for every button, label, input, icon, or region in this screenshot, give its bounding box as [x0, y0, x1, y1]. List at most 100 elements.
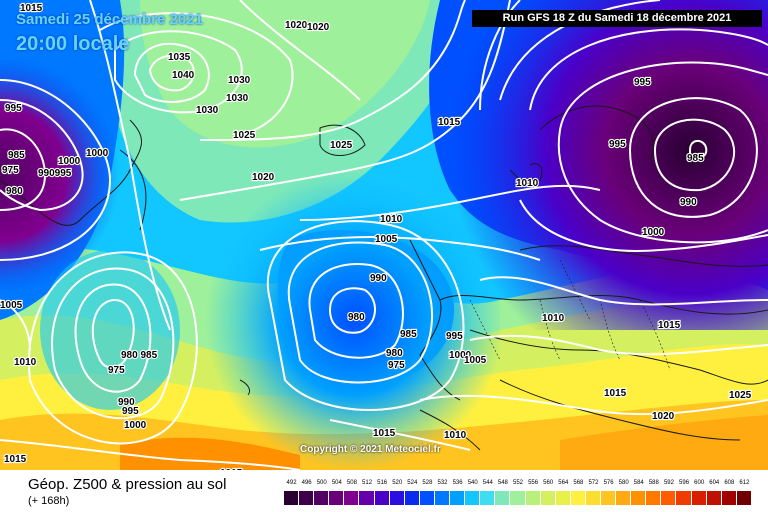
isobar-label: 980 985	[121, 350, 158, 361]
forecast-hour: (+ 168h)	[28, 495, 70, 507]
color-scale-labels: 492 496 500 504 508 512 516 520 524 528 532 536 540 5…	[284, 480, 752, 490]
isobar-label: 1015	[438, 117, 461, 128]
scale-label: 576	[603, 480, 614, 486]
scale-swatch	[721, 491, 737, 505]
forecast-time: 20:00 locale	[16, 33, 130, 55]
scale-swatch	[570, 491, 586, 505]
scale-swatch	[314, 491, 330, 505]
isobars	[0, 0, 768, 470]
isobar-label: 995	[446, 331, 463, 342]
scale-swatch	[344, 491, 360, 505]
scale-label: 492	[286, 480, 297, 486]
isobar-label: 975	[2, 165, 19, 176]
isobar-label: 975	[388, 360, 405, 371]
isobar-label: 1035	[168, 52, 191, 63]
isobar-label: 1015	[220, 468, 243, 470]
scale-swatch	[676, 491, 692, 505]
run-info: Run GFS 18 Z du Samedi 18 décembre 2021	[472, 10, 762, 27]
isobar-label: 1020	[652, 411, 675, 422]
scale-swatch	[450, 491, 466, 505]
isobar-label: 1025	[729, 390, 752, 401]
band-orange-east	[560, 415, 768, 470]
isobar-label: 1010	[444, 430, 467, 441]
isobar-label: 1010	[380, 214, 403, 225]
scale-label: 544	[482, 480, 493, 486]
scale-swatch	[585, 491, 601, 505]
scale-label: 568	[573, 480, 584, 486]
scale-swatch	[736, 491, 752, 505]
copyright-text: Copyright © 2021 Meteociel.fr	[300, 444, 441, 455]
scale-label: 600	[694, 480, 705, 486]
scale-label: 532	[437, 480, 448, 486]
isobar-label: 995	[634, 77, 651, 88]
isobar-label: 1000	[449, 350, 472, 361]
scale-label: 588	[648, 480, 659, 486]
scale-label: 508	[346, 480, 357, 486]
isobar-label: 990	[118, 397, 135, 408]
scale-label: 512	[362, 480, 373, 486]
scale-swatch	[329, 491, 345, 505]
isobar-label: 1010	[542, 313, 565, 324]
low-southwest	[40, 250, 180, 410]
isobar-label: 980	[348, 312, 365, 323]
scale-label: 560	[543, 480, 554, 486]
isobar-label: 980	[386, 348, 403, 359]
scale-label: 536	[452, 480, 463, 486]
scale-label: 524	[407, 480, 418, 486]
scale-swatch	[646, 491, 662, 505]
scale-label: 552	[512, 480, 523, 486]
scale-label: 572	[588, 480, 599, 486]
isobar-label: 985	[8, 150, 25, 161]
scale-swatch	[661, 491, 677, 505]
scale-label: 548	[497, 480, 508, 486]
scale-label: 496	[301, 480, 312, 486]
scale-swatch	[480, 491, 496, 505]
color-scale-bar	[284, 491, 752, 505]
scale-label: 504	[331, 480, 342, 486]
isobar-label: 1015	[20, 3, 43, 14]
isobar-label: 1005	[375, 234, 398, 245]
scale-label: 592	[663, 480, 674, 486]
scale-swatch	[404, 491, 420, 505]
isobar-label: 1010	[14, 357, 37, 368]
scale-swatch	[600, 491, 617, 505]
isobar-label: 995	[5, 103, 22, 114]
isobar-label: 1000	[124, 420, 147, 431]
scale-swatch	[540, 491, 556, 505]
isobar-label: 1005	[464, 355, 487, 366]
isobar-label: 1000	[58, 156, 81, 167]
scale-swatch	[284, 491, 300, 505]
scale-label: 516	[377, 480, 388, 486]
scale-label: 608	[724, 480, 735, 486]
scale-label: 564	[558, 480, 569, 486]
scale-label: 604	[709, 480, 720, 486]
scale-swatch	[419, 491, 435, 505]
scale-swatch	[555, 491, 571, 505]
isobar-label: 995	[609, 139, 626, 150]
isobar-label: 985	[687, 153, 704, 164]
isobar-label: 1010	[516, 178, 539, 189]
isobar-label: 1030	[226, 93, 249, 104]
scale-swatch	[706, 491, 722, 505]
scale-swatch	[359, 491, 375, 505]
scale-swatch	[691, 491, 707, 505]
scale-swatch	[510, 491, 526, 505]
isobar-label: 1020	[307, 22, 330, 33]
isobar-label: 1025	[233, 130, 256, 141]
scale-label: 584	[633, 480, 644, 486]
scale-swatch	[299, 491, 315, 505]
isobar-label: 1015	[4, 454, 27, 465]
isobar-label: 990995	[38, 168, 72, 179]
isobar-label: 990	[370, 273, 387, 284]
isobar-label: 1015	[658, 320, 681, 331]
map-product-title: Géop. Z500 & pression au sol	[28, 476, 227, 493]
low-mid-atlantic	[200, 170, 500, 470]
scale-swatch	[631, 491, 647, 505]
isobar-label: 1000	[86, 148, 109, 159]
scale-swatch	[525, 491, 541, 505]
scale-swatch	[374, 491, 390, 505]
forecast-date: Samedi 25 décembre 2021	[16, 11, 203, 28]
scale-swatch	[389, 491, 405, 505]
